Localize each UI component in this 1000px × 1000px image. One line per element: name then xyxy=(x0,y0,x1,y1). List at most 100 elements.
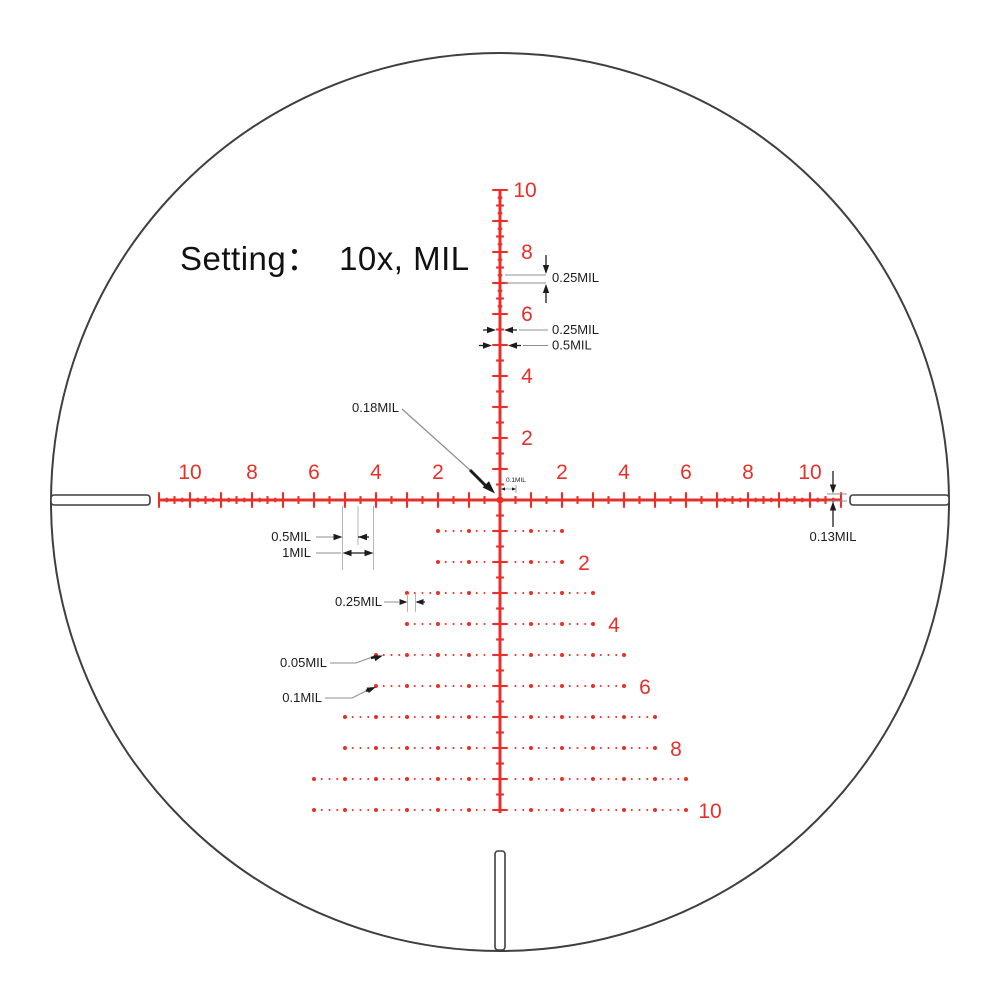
tree-dot xyxy=(560,622,564,626)
tree-dot xyxy=(553,560,556,564)
tree-dot xyxy=(622,777,626,781)
tree-dot xyxy=(351,808,354,812)
tree-dot xyxy=(351,777,354,781)
tree-dot xyxy=(475,777,478,781)
bottom-post xyxy=(494,850,506,951)
tree-dot xyxy=(359,715,362,719)
tree-dot xyxy=(429,808,432,812)
tree-dot xyxy=(421,808,424,812)
tree-dot xyxy=(661,777,664,781)
tree-dot xyxy=(405,715,409,719)
tree-dot xyxy=(514,560,517,564)
tree-dot xyxy=(522,777,525,781)
tree-dot xyxy=(514,715,517,719)
tree-dot xyxy=(560,529,564,533)
tree-dot xyxy=(359,746,362,750)
tree-dot xyxy=(336,777,339,781)
tree-dot xyxy=(553,622,556,626)
tree-dot xyxy=(638,808,641,812)
tree-dot xyxy=(436,777,440,781)
tree-dot xyxy=(444,808,447,812)
tree-dot xyxy=(444,560,447,564)
tree-dot xyxy=(452,622,455,626)
tree-dot xyxy=(545,746,548,750)
tree-dot xyxy=(591,746,595,750)
tree-dot xyxy=(452,653,455,657)
annotation-small-dot-size: 0.05MIL xyxy=(280,655,327,670)
arrowhead xyxy=(483,342,492,349)
tree-dot xyxy=(429,777,432,781)
tree-dot xyxy=(475,591,478,595)
tree-dot xyxy=(413,653,416,657)
tree-dot xyxy=(452,529,455,533)
tree-dot xyxy=(545,591,548,595)
tree-dot xyxy=(359,777,362,781)
tree-dot xyxy=(568,777,571,781)
arrowhead xyxy=(512,487,516,491)
tree-dot xyxy=(553,715,556,719)
leader xyxy=(351,690,367,699)
tree-dot xyxy=(653,746,657,750)
tree-dot xyxy=(460,777,463,781)
dimension-annotations: 0.25MIL0.25MIL0.5MIL0.18MIL0.1MIL0.13MIL… xyxy=(271,255,856,705)
tree-dot xyxy=(452,715,455,719)
tree-dot xyxy=(413,684,416,688)
setting-label: Setting： 10x, MIL xyxy=(180,240,470,277)
tree-dot xyxy=(452,591,455,595)
tree-dot xyxy=(537,560,540,564)
tree-dot xyxy=(522,746,525,750)
tree-dot xyxy=(537,591,540,595)
arrowhead xyxy=(342,549,352,557)
mil-number-tree: 4 xyxy=(608,614,620,637)
tree-dot xyxy=(483,715,486,719)
tree-dot xyxy=(514,746,517,750)
left-post xyxy=(50,494,151,506)
annotation-line-thickness: 0.13MIL xyxy=(810,529,857,544)
tree-dot xyxy=(514,591,517,595)
tree-dot xyxy=(382,715,385,719)
mil-number-h-right: 8 xyxy=(742,461,754,484)
tree-dot xyxy=(584,591,587,595)
tree-dot xyxy=(413,777,416,781)
tree-dot xyxy=(359,808,362,812)
tree-dot xyxy=(677,808,680,812)
tree-dot xyxy=(522,622,525,626)
annotation-fine-tick-spacing: 0.25MIL xyxy=(552,270,599,285)
tree-dot xyxy=(514,653,517,657)
tree-dot xyxy=(452,684,455,688)
tree-dot xyxy=(421,777,424,781)
annotation-h-tick-spacing-full: 1MIL xyxy=(282,545,311,560)
tree-dot xyxy=(436,684,440,688)
tree-dot xyxy=(390,715,393,719)
annotation-half-tick-length: 0.25MIL xyxy=(552,322,599,337)
tree-dot xyxy=(576,746,579,750)
arrowhead xyxy=(364,549,374,557)
tree-dot xyxy=(522,560,525,564)
mil-number-tree: 10 xyxy=(698,800,721,823)
tree-dot xyxy=(429,653,432,657)
tree-dot xyxy=(320,777,323,781)
tree-dot xyxy=(460,560,463,564)
arrowhead xyxy=(482,481,495,494)
tree-dot xyxy=(607,715,610,719)
mil-number-h-right: 6 xyxy=(680,461,692,484)
tree-dot xyxy=(398,715,401,719)
tree-dot xyxy=(630,777,633,781)
tree-dot xyxy=(529,560,533,564)
tree-dot xyxy=(661,808,664,812)
arrowhead xyxy=(373,655,383,662)
tree-dot xyxy=(584,684,587,688)
tree-dot xyxy=(475,746,478,750)
annotation-full-tick-length: 0.5MIL xyxy=(552,338,592,353)
tree-dot xyxy=(467,560,471,564)
tree-dot xyxy=(390,746,393,750)
tree-dot xyxy=(483,591,486,595)
mil-number-tree: 8 xyxy=(670,738,682,761)
mil-number-tree: 2 xyxy=(578,552,590,575)
tree-dot xyxy=(405,653,409,657)
tree-dot xyxy=(553,746,556,750)
tree-dot xyxy=(475,715,478,719)
tree-dot xyxy=(545,653,548,657)
tree-dot xyxy=(436,653,440,657)
